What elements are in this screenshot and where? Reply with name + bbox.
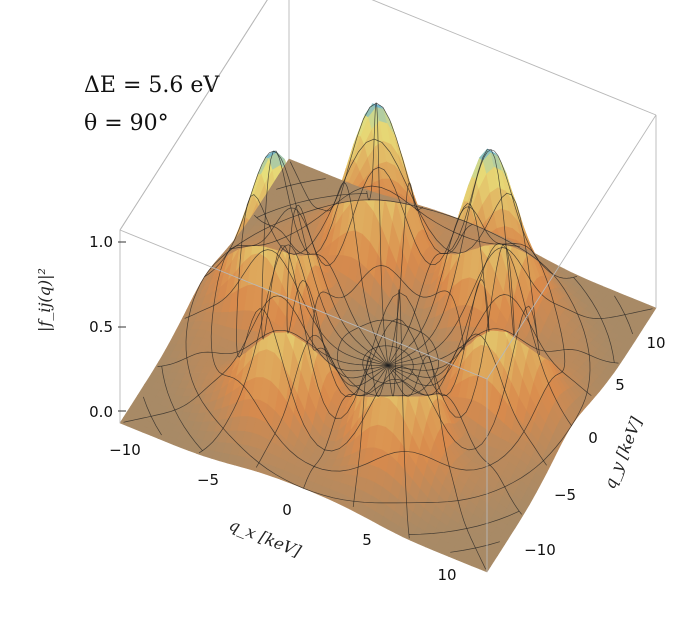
box-edge xyxy=(486,114,657,380)
mesh-line xyxy=(352,356,389,507)
z-axis: 1.0 0.5 0.0 |f_ij(q)|² xyxy=(35,233,126,421)
mesh-line xyxy=(387,333,547,466)
z-tick-label: 0.5 xyxy=(89,318,113,336)
z-tick-label: 1.0 xyxy=(89,233,113,251)
x-tick-label: −5 xyxy=(197,471,219,489)
mesh-line xyxy=(366,102,389,366)
mesh-line xyxy=(184,249,389,366)
mesh-line xyxy=(289,161,389,366)
x-tick-label: 0 xyxy=(282,501,292,519)
z-tick-label: 0.0 xyxy=(89,403,113,421)
mesh-line xyxy=(157,329,388,367)
mesh-line xyxy=(387,294,592,396)
mesh-line xyxy=(123,295,389,423)
mesh-line xyxy=(255,334,389,468)
x-tick-label: 5 xyxy=(362,531,372,549)
mesh-line xyxy=(229,207,389,366)
mesh-line xyxy=(387,328,619,366)
mesh-line xyxy=(387,365,522,515)
mesh-line xyxy=(387,182,424,366)
x-axis-label: q_x [keV] xyxy=(226,515,304,561)
y-axis-label: q_y [keV] xyxy=(600,414,646,492)
angle-annotation: θ = 90° xyxy=(84,111,169,136)
y-tick-label: −10 xyxy=(524,541,556,559)
box-edge xyxy=(119,0,268,231)
mesh-line xyxy=(198,244,389,454)
mesh-line xyxy=(254,215,389,366)
mesh-line xyxy=(387,149,578,366)
y-tick-label: 10 xyxy=(646,334,665,352)
mesh-line xyxy=(387,223,473,366)
y-tick-label: 0 xyxy=(588,429,598,447)
x-tick-label: 10 xyxy=(437,566,456,584)
y-tick-label: −5 xyxy=(554,486,576,504)
mesh-line xyxy=(387,355,487,570)
x-tick-label: −10 xyxy=(109,441,141,459)
mesh-line xyxy=(387,288,410,539)
bounding-box-front xyxy=(119,0,657,572)
box-edge xyxy=(119,229,488,380)
z-axis-label: |f_ij(q)|² xyxy=(35,268,54,332)
mesh-line xyxy=(303,365,389,489)
mesh-line xyxy=(387,247,653,366)
y-tick-label: 5 xyxy=(615,376,625,394)
mesh-line xyxy=(387,206,520,366)
mesh-line xyxy=(204,150,389,366)
energy-annotation: ΔE = 5.6 eV xyxy=(84,73,220,98)
surface-mesh xyxy=(119,102,657,573)
box-edge xyxy=(371,0,657,116)
